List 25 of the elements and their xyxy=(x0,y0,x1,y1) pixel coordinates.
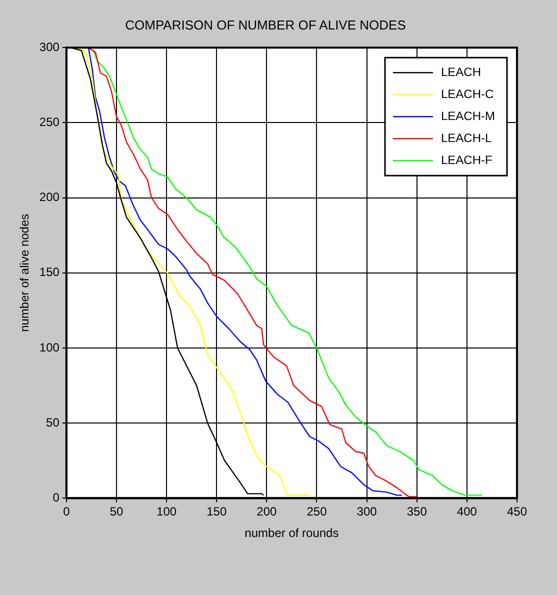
y-tick-label: 300 xyxy=(39,40,60,54)
y-tick-label: 0 xyxy=(52,490,60,505)
x-tick-label: 350 xyxy=(406,504,428,519)
x-tick-label: 50 xyxy=(110,504,124,519)
legend-label: LEACH xyxy=(440,64,482,79)
x-tick-label: 250 xyxy=(306,504,328,519)
x-tick-label: 150 xyxy=(206,504,227,519)
legend-label: LEACH-L xyxy=(440,130,492,145)
chart-title: COMPARISON OF NUMBER OF ALIVE NODES xyxy=(125,17,406,32)
x-tick-label: 0 xyxy=(63,504,70,519)
y-tick-label: 100 xyxy=(39,340,60,354)
legend-label: LEACH-M xyxy=(440,108,496,123)
legend-label: LEACH-F xyxy=(440,152,492,167)
y-tick-label: 200 xyxy=(39,190,60,204)
x-tick-label: 450 xyxy=(506,504,528,519)
x-axis-title: number of rounds xyxy=(244,526,339,540)
x-tick-label: 300 xyxy=(356,504,378,519)
y-tick-label: 250 xyxy=(39,115,60,130)
y-axis-title: number of alive nodes xyxy=(18,214,32,332)
x-tick-label: 200 xyxy=(256,504,278,519)
legend-label: LEACH-C xyxy=(440,86,494,101)
x-tick-label: 100 xyxy=(156,504,177,519)
x-tick-label: 400 xyxy=(456,504,478,519)
y-tick-label: 50 xyxy=(46,415,60,430)
y-tick-label: 150 xyxy=(39,265,60,280)
